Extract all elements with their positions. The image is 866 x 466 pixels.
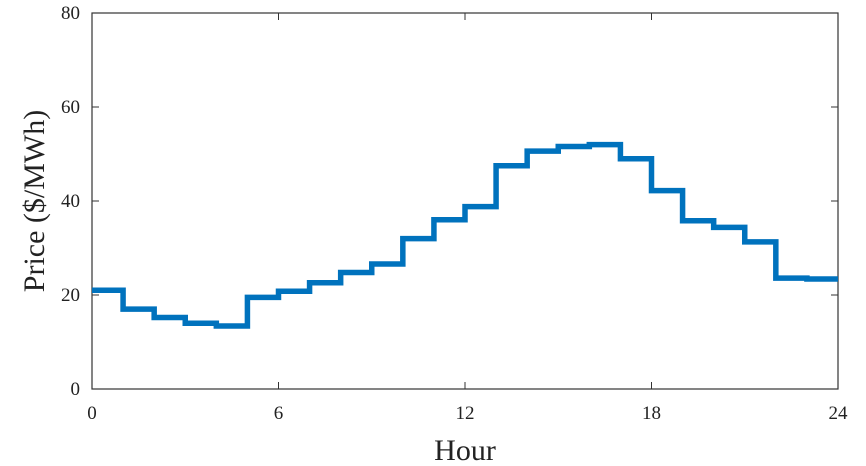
x-tick-label: 0 bbox=[87, 403, 97, 424]
y-tick-label: 40 bbox=[61, 191, 80, 212]
x-tick-label: 18 bbox=[642, 403, 661, 424]
y-axis-ticks: 0 20 40 60 80 bbox=[61, 3, 838, 400]
x-axis-ticks: 0 6 12 18 24 bbox=[87, 13, 848, 424]
y-tick-label: 20 bbox=[61, 285, 80, 306]
x-tick-label: 12 bbox=[456, 403, 475, 424]
series-group bbox=[92, 141, 838, 329]
plot-area-frame bbox=[91, 12, 839, 390]
x-tick-label: 6 bbox=[274, 403, 284, 424]
series-line-0 bbox=[92, 141, 838, 329]
x-axis-label: Hour bbox=[434, 434, 496, 466]
y-axis-label: Price ($/MWh) bbox=[18, 110, 51, 292]
y-tick-label: 60 bbox=[61, 97, 80, 118]
y-tick-label: 0 bbox=[71, 379, 81, 400]
y-tick-label: 80 bbox=[61, 3, 80, 24]
x-tick-label: 24 bbox=[829, 403, 849, 424]
